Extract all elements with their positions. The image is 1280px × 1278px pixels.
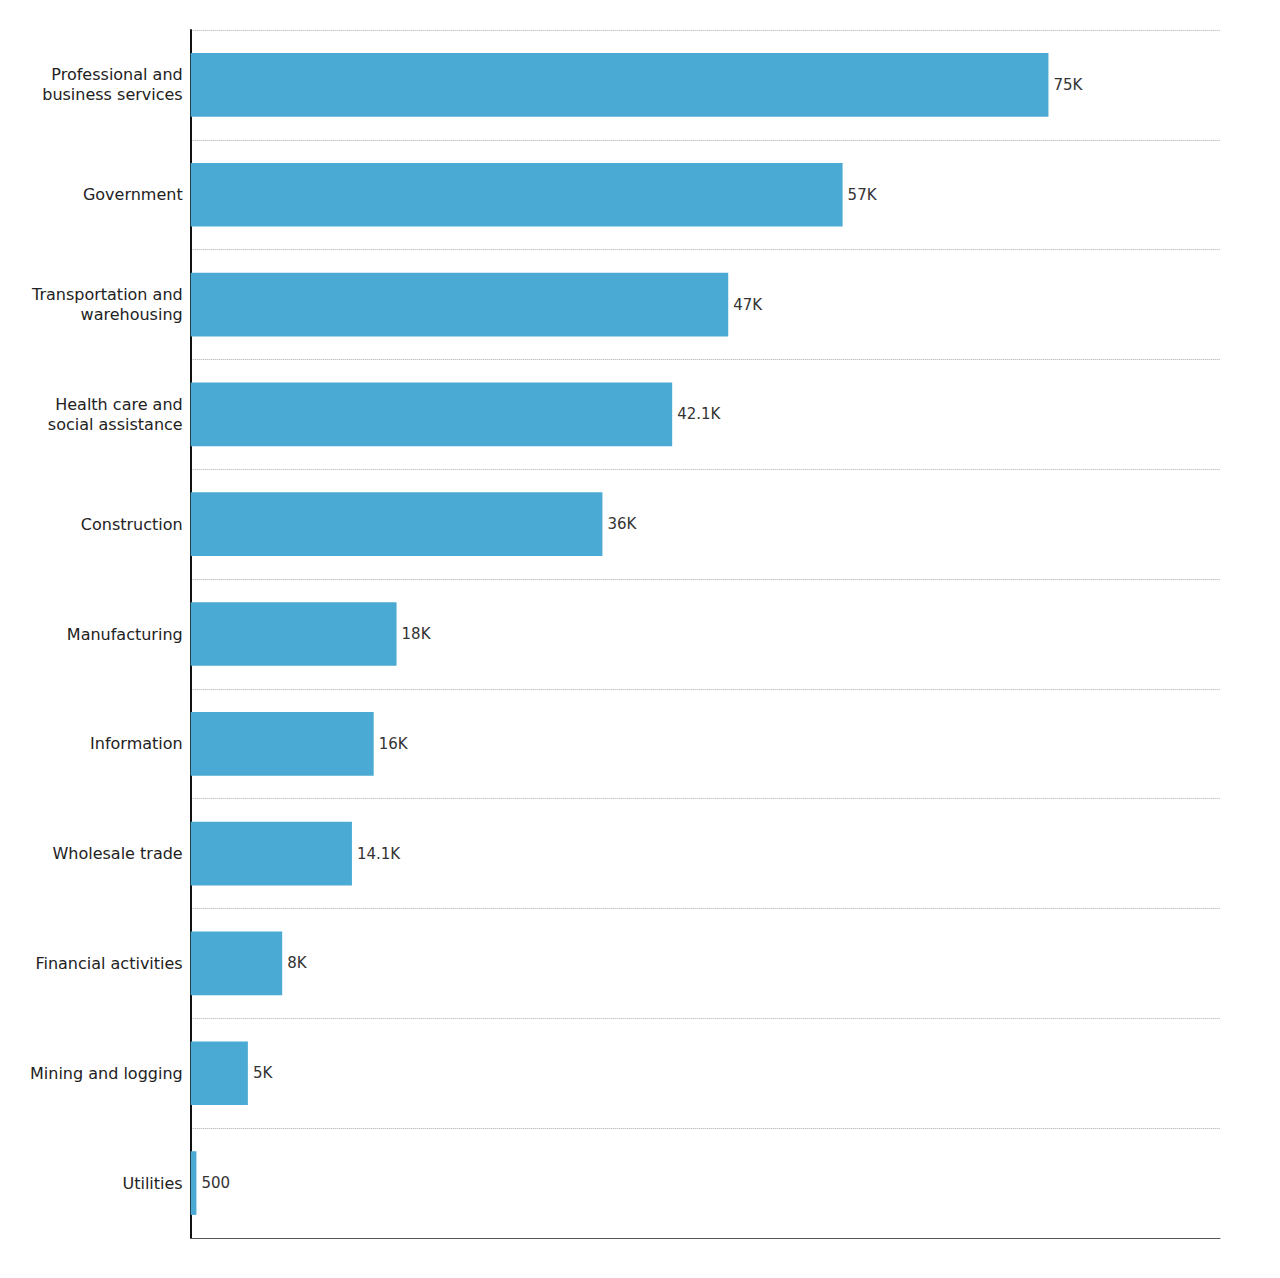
- svg-text:57K: 57K: [848, 186, 878, 204]
- svg-text:14.1K: 14.1K: [357, 845, 401, 863]
- svg-text:36K: 36K: [607, 515, 637, 533]
- svg-text:5K: 5K: [253, 1064, 274, 1082]
- svg-text:Manufacturing: Manufacturing: [67, 625, 183, 644]
- svg-text:Financial activities: Financial activities: [35, 954, 182, 973]
- svg-text:Wholesale trade: Wholesale trade: [52, 844, 182, 863]
- svg-text:500: 500: [201, 1174, 230, 1192]
- svg-text:18K: 18K: [402, 625, 432, 643]
- svg-text:Government: Government: [83, 185, 183, 204]
- svg-text:75K: 75K: [1053, 76, 1083, 94]
- svg-text:42.1K: 42.1K: [677, 405, 721, 423]
- svg-text:Construction: Construction: [81, 515, 183, 534]
- svg-text:Professional and: Professional and: [51, 65, 182, 84]
- svg-text:47K: 47K: [733, 296, 763, 314]
- svg-text:Health care and: Health care and: [55, 395, 182, 414]
- svg-text:Mining and logging: Mining and logging: [30, 1064, 183, 1083]
- svg-text:Transportation and: Transportation and: [31, 285, 183, 304]
- svg-text:16K: 16K: [379, 735, 409, 753]
- svg-text:social assistance: social assistance: [48, 415, 183, 434]
- svg-text:Utilities: Utilities: [122, 1174, 182, 1193]
- svg-text:Information: Information: [90, 734, 183, 753]
- svg-text:8K: 8K: [287, 954, 308, 972]
- svg-text:warehousing: warehousing: [81, 305, 183, 324]
- svg-text:business services: business services: [42, 85, 182, 104]
